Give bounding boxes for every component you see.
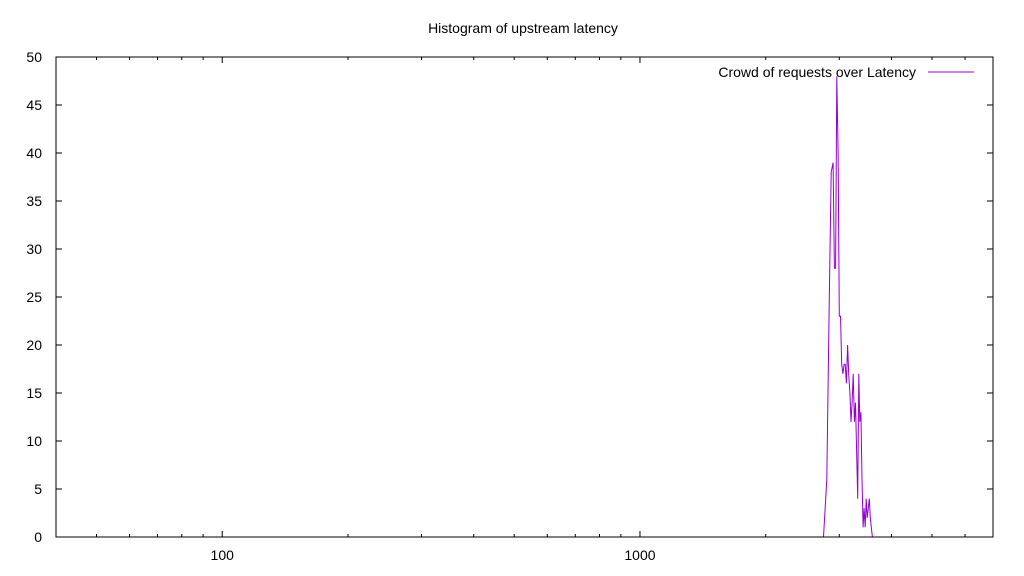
y-tick-label: 40: [26, 145, 42, 161]
y-tick-label: 45: [26, 97, 42, 113]
y-tick-label: 10: [26, 433, 42, 449]
x-axis-ticks: 100 1000: [55, 57, 994, 563]
chart-title: Histogram of upstream latency: [428, 20, 618, 36]
y-tick-label: 35: [26, 193, 42, 209]
x-tick-label: 1000: [624, 547, 655, 563]
series-line: [823, 76, 891, 538]
plot-frame: [55, 56, 994, 538]
y-tick-label: 20: [26, 337, 42, 353]
legend: Crowd of requests over Latency: [718, 64, 974, 80]
y-tick-label: 0: [34, 529, 42, 545]
y-tick-label: 50: [26, 49, 42, 65]
x-tick-label: 100: [211, 547, 235, 563]
y-tick-label: 30: [26, 241, 42, 257]
series-group: [823, 76, 891, 538]
y-tick-label: 15: [26, 385, 42, 401]
y-tick-label: 25: [26, 289, 42, 305]
legend-label: Crowd of requests over Latency: [718, 64, 916, 80]
y-axis-ticks: 0 5 10 15 20 25 30 35 40 45 50: [26, 49, 993, 545]
y-tick-label: 5: [34, 481, 42, 497]
